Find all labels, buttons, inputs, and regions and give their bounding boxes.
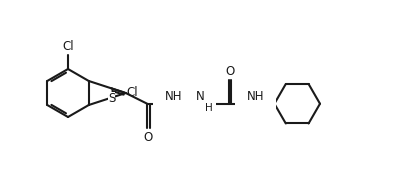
Text: S: S — [108, 92, 115, 105]
Text: Cl: Cl — [62, 40, 74, 53]
Text: O: O — [144, 131, 153, 144]
Text: N: N — [195, 90, 204, 103]
Text: NH: NH — [165, 90, 182, 103]
Text: O: O — [225, 65, 235, 78]
Text: H: H — [205, 103, 213, 113]
Text: NH: NH — [246, 90, 264, 103]
Text: Cl: Cl — [126, 86, 138, 99]
